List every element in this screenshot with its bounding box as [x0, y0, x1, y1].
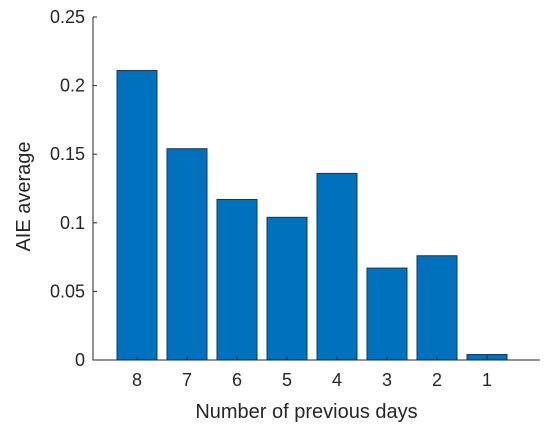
x-tick-label: 5 — [282, 370, 292, 390]
x-tick-label: 2 — [432, 370, 442, 390]
bar-5 — [266, 216, 308, 361]
bar-4 — [316, 172, 358, 361]
y-tick-label: 0.25 — [50, 7, 85, 27]
bar-7 — [166, 148, 208, 361]
x-tick-label: 7 — [182, 370, 192, 390]
y-tick-label: 0.2 — [60, 76, 85, 96]
bar-3 — [366, 267, 408, 361]
y-tick-label: 0.1 — [60, 213, 85, 233]
bar-2 — [416, 255, 458, 361]
bars-layer — [116, 70, 508, 361]
x-tick-label: 1 — [482, 370, 492, 390]
x-tick-label: 6 — [232, 370, 242, 390]
x-tick-label: 8 — [132, 370, 142, 390]
y-axis-title: AIE average — [13, 141, 35, 251]
x-tick-label: 3 — [382, 370, 392, 390]
x-ticks: 8 7 6 5 4 3 2 1 — [132, 356, 492, 390]
bar-8 — [116, 70, 158, 361]
x-tick-label: 4 — [332, 370, 342, 390]
y-ticks: 0 0.05 0.1 0.15 0.2 0.25 — [50, 7, 97, 370]
x-axis-title: Number of previous days — [195, 401, 417, 423]
y-tick-label: 0.15 — [50, 144, 85, 164]
y-tick-label: 0 — [75, 350, 85, 370]
y-tick-label: 0.05 — [50, 281, 85, 301]
bar-6 — [216, 198, 258, 361]
